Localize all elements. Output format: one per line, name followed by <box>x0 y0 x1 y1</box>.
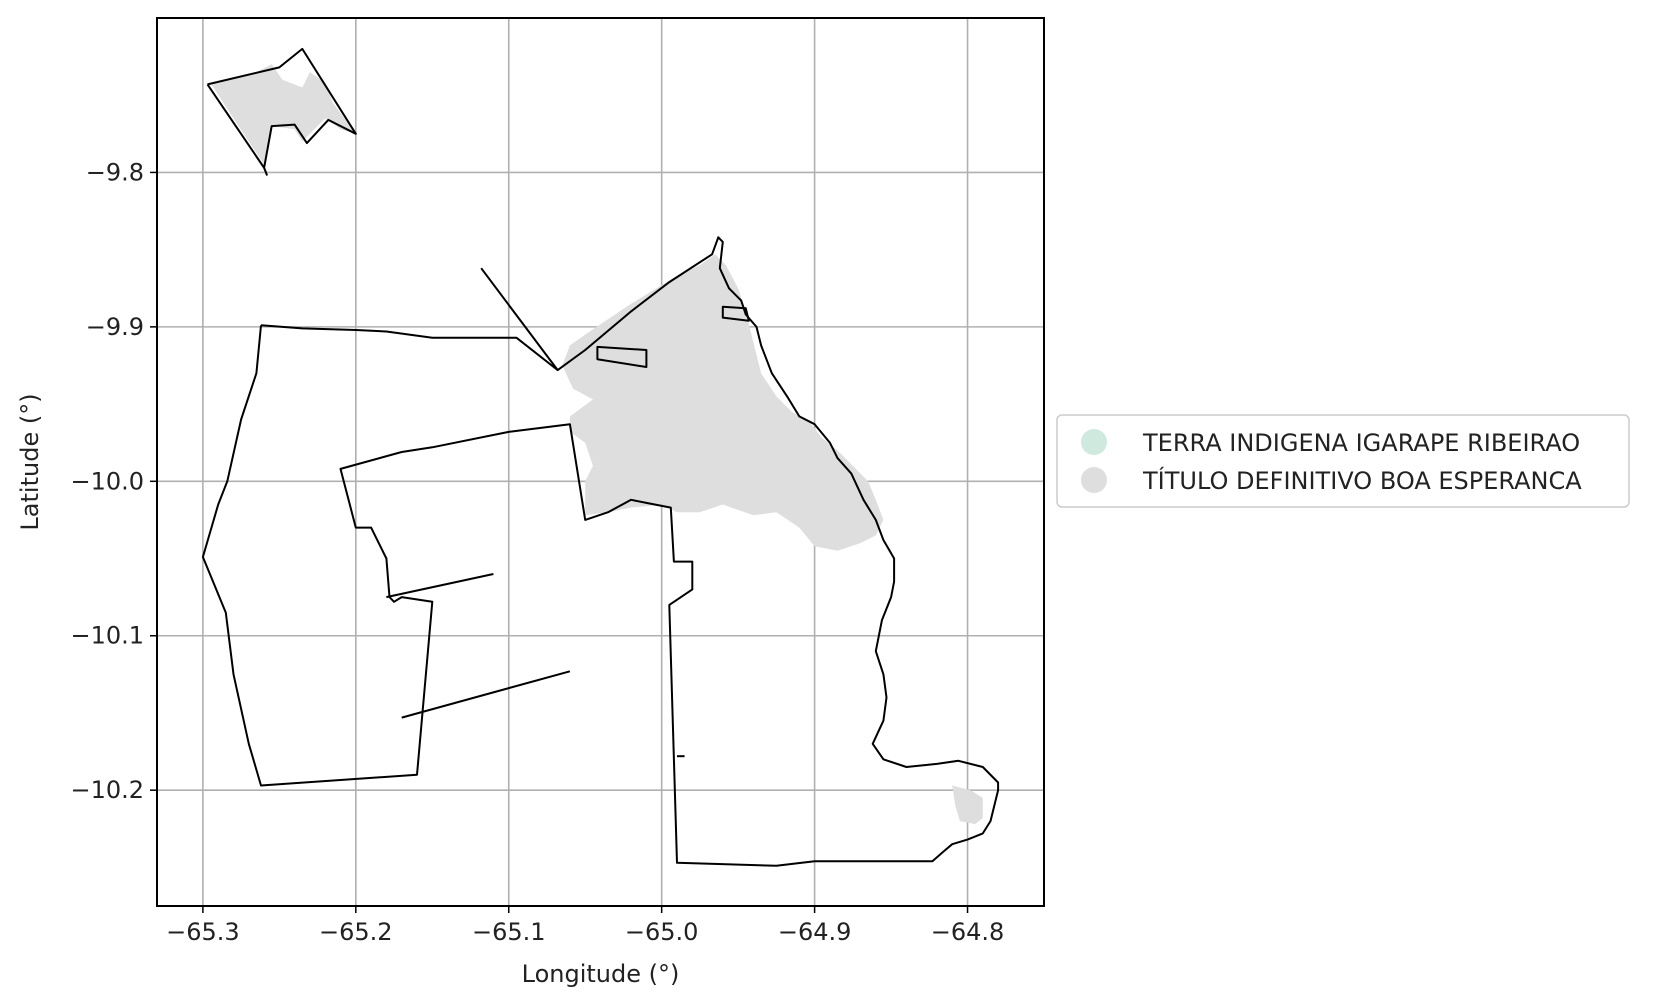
southeast-small-fill <box>952 785 983 825</box>
x-tick-label: −65.1 <box>472 918 546 946</box>
small-rectangle-a <box>596 345 648 368</box>
west-parcel-boundary <box>201 236 1000 867</box>
northwest-parcel-fill <box>210 64 356 165</box>
northeast-strip-fill <box>562 254 884 551</box>
northwest-parcel-boundary <box>207 47 357 176</box>
legend-marker-terra-indigena <box>1081 429 1107 455</box>
y-tick-label: −10.0 <box>70 467 144 495</box>
y-axis-label: Latitude (°) <box>16 393 44 530</box>
legend-box <box>1056 414 1630 508</box>
small-rectangle-b <box>721 305 750 322</box>
x-ticks: −65.3 −65.2 −65.1 −65.0 −64.9 −64.8 <box>166 906 1004 946</box>
y-tick-label: −10.1 <box>70 622 144 650</box>
plot-frame <box>156 17 1045 907</box>
northwest-parcel-left-edge <box>206 83 265 169</box>
y-tick-label: −10.2 <box>70 776 144 804</box>
legend-marker-titulo-definitivo <box>1081 467 1107 493</box>
x-tick-label: −65.0 <box>625 918 699 946</box>
legend-label-titulo-definitivo: TÍTULO DEFINITIVO BOA ESPERANCA <box>1142 466 1582 495</box>
x-tick-label: −65.3 <box>166 918 240 946</box>
legend: TERRA INDIGENA IGARAPE RIBEIRAO TÍTULO D… <box>1056 414 1630 508</box>
parcel-fills <box>210 64 983 825</box>
x-tick-label: −64.9 <box>778 918 852 946</box>
x-tick-label: −65.2 <box>319 918 393 946</box>
x-axis-label: Longitude (°) <box>522 960 680 988</box>
y-tick-label: −9.8 <box>86 158 144 186</box>
parcel-boundaries <box>201 47 1000 867</box>
x-tick-label: −64.8 <box>931 918 1005 946</box>
legend-label-terra-indigena: TERRA INDIGENA IGARAPE RIBEIRAO <box>1142 429 1580 457</box>
northern-diagonal-road <box>480 267 559 371</box>
y-ticks: −9.8 −9.9 −10.0 −10.1 −10.2 <box>70 158 157 804</box>
middle-spur-road <box>386 573 494 599</box>
y-tick-label: −9.9 <box>86 313 144 341</box>
lower-spur-road <box>401 670 571 719</box>
